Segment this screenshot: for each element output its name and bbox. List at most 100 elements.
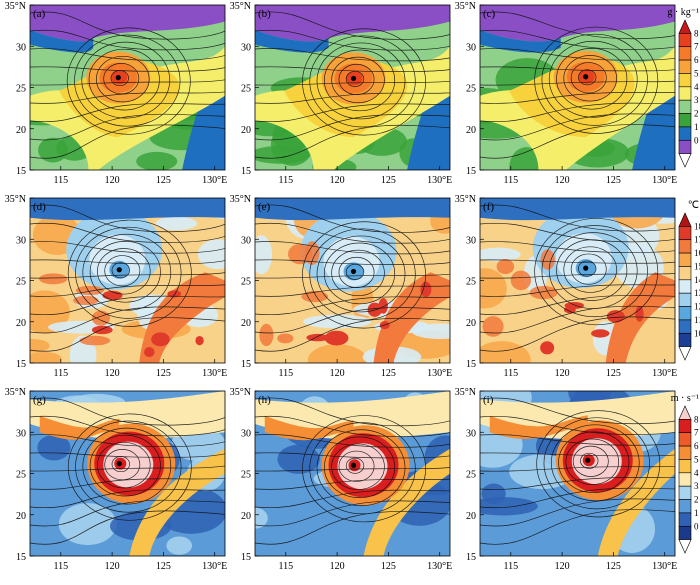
typhoon-center-marker (116, 267, 122, 273)
y-tick-label: 35°N (230, 194, 251, 205)
colorbar-tick-label: 17 (694, 235, 700, 245)
colorbar-tick-label: 5 (694, 68, 699, 78)
y-tick-label: 20 (241, 125, 251, 136)
y-tick-label: 25 (16, 470, 26, 481)
x-tick-label: 115 (278, 368, 293, 379)
x-tick-label: 125 (606, 561, 621, 572)
colorbar-swatch (678, 46, 692, 61)
colorbar-swatch (678, 485, 692, 500)
colorbar-unit: m · s⁻¹ (671, 393, 699, 404)
colorbar-swatch (678, 59, 692, 74)
colorbar-tick-label: 15 (694, 261, 700, 271)
panel-label: (e) (258, 201, 271, 213)
x-tick-label: 115 (278, 561, 293, 572)
x-tick-label: 120 (105, 368, 120, 379)
colorbar-tick-label: 2 (694, 109, 699, 119)
typhoon-center-marker (115, 75, 121, 81)
x-tick-label: 125 (381, 368, 396, 379)
colorbar-swatch (678, 139, 692, 154)
x-tick-label: 130°E (652, 561, 677, 572)
colorbar-tick-label: 8 (694, 414, 699, 424)
panel-label: (i) (483, 394, 494, 406)
x-tick-label: 125 (606, 368, 621, 379)
typhoon-center-marker (585, 457, 591, 463)
colorbar-swatch (678, 472, 692, 487)
y-tick-label: 20 (466, 125, 476, 136)
y-tick-label: 25 (466, 84, 476, 95)
x-tick-label: 120 (105, 561, 120, 572)
x-tick-label: 130°E (427, 175, 452, 186)
colorbar-swatch (678, 33, 692, 48)
y-tick-label: 15 (466, 359, 476, 370)
y-tick-label: 25 (466, 277, 476, 288)
streamlines (480, 204, 675, 352)
x-tick-label: 125 (606, 175, 621, 186)
y-tick-label: 20 (16, 318, 26, 329)
streamlines (255, 397, 450, 545)
y-tick-label: 15 (241, 359, 251, 370)
x-tick-label: 130°E (202, 368, 227, 379)
y-tick-label: 35°N (455, 194, 476, 205)
colorbar-swatch (678, 306, 692, 321)
streamlines (30, 204, 225, 352)
colorbar-tick-label: 4 (694, 82, 699, 92)
map-panel: (a) 15 20 25 30 35°N 115 120 125 130°E (5, 1, 228, 186)
x-tick-label: 125 (156, 561, 171, 572)
map-panel: (d) 15 20 25 30 35°N 115 120 125 130°E (5, 194, 228, 379)
colorbar-tick-label: 16 (694, 248, 700, 258)
x-tick-label: 120 (555, 368, 570, 379)
colorbar-swatch (678, 99, 692, 114)
colorbar-swatch (678, 86, 692, 101)
y-tick-label: 35°N (5, 387, 26, 398)
y-tick-label: 30 (241, 235, 251, 246)
colorbar-swatch (678, 539, 692, 554)
y-tick-label: 30 (16, 235, 26, 246)
y-tick-label: 15 (16, 359, 26, 370)
y-tick-label: 15 (16, 552, 26, 563)
y-tick-label: 35°N (230, 1, 251, 12)
map-panel: (h) 15 20 25 30 35°N 115 120 125 130°E (230, 387, 453, 572)
y-tick-label: 20 (241, 318, 251, 329)
colorbar-unit: ℃ (688, 200, 699, 211)
colorbar-tick-label: 6 (694, 55, 699, 65)
y-tick-label: 15 (16, 166, 26, 177)
y-tick-label: 25 (466, 470, 476, 481)
streamlines (255, 11, 450, 159)
y-tick-label: 25 (16, 84, 26, 95)
panel-label: (f) (483, 201, 494, 213)
colorbar-unit: g · kg⁻¹ (667, 7, 699, 18)
y-tick-label: 25 (241, 84, 251, 95)
streamlines (255, 204, 450, 352)
typhoon-center-marker (116, 461, 122, 467)
colorbar-tick-label: 8 (694, 28, 699, 38)
colorbar: 8 7 6 5 4 3 2 1 0 m · s⁻¹ (671, 393, 699, 554)
x-tick-label: 130°E (652, 368, 677, 379)
y-tick-label: 35°N (455, 387, 476, 398)
streamlines (30, 397, 225, 545)
x-tick-label: 120 (330, 561, 345, 572)
x-tick-label: 115 (53, 175, 68, 186)
x-tick-label: 130°E (202, 561, 227, 572)
colorbar-swatch (678, 252, 692, 267)
panel-label: (d) (33, 201, 46, 213)
colorbar-swatch (678, 239, 692, 254)
colorbar-swatch (678, 459, 692, 474)
colorbar-tick-label: 7 (694, 42, 699, 52)
colorbar-swatch (678, 346, 692, 361)
colorbar-swatch (678, 113, 692, 128)
x-tick-label: 130°E (652, 175, 677, 186)
panel-label: (c) (483, 8, 496, 20)
colorbar-swatch (678, 19, 692, 34)
colorbar-swatch (678, 292, 692, 307)
y-tick-label: 25 (241, 277, 251, 288)
y-tick-label: 35°N (455, 1, 476, 12)
colorbar-swatch (678, 279, 692, 294)
x-tick-label: 115 (53, 561, 68, 572)
colorbar-swatch (678, 126, 692, 141)
colorbar-swatch (678, 499, 692, 514)
streamlines (30, 11, 225, 159)
colorbar-swatch (678, 525, 692, 540)
colorbar-tick-label: 4 (694, 468, 699, 478)
map-panel: (b) 15 20 25 30 35°N 115 120 125 130°E (230, 1, 453, 186)
